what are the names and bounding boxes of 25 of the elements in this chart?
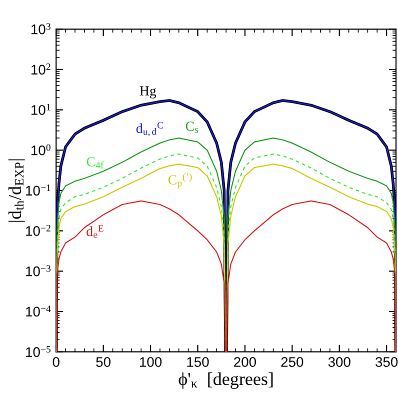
x-axis-title: ϕ'$_{κ}$ [degrees]	[178, 372, 273, 389]
x-tick-label: 250	[281, 357, 304, 367]
y-tick-label: 10$^{0}$	[31, 144, 50, 156]
y-tick-label: 10$^{1}$	[31, 104, 50, 115]
series-label: d$_{u,d}$$^{C}$	[136, 122, 163, 136]
y-tick-label: 10$^{−4}$	[26, 306, 51, 317]
x-tick-label: 100	[140, 357, 162, 367]
y-tick-label: 10$^{−5}$	[26, 346, 51, 358]
x-tick-label: 350	[376, 357, 398, 367]
y-tick-label: 10$^{−1}$	[26, 184, 50, 196]
y-tick-label: 10$^{2}$	[31, 64, 50, 75]
x-tick-label: 150	[187, 357, 209, 367]
series-label: Hg	[140, 86, 156, 98]
x-tick-label: 0	[52, 357, 60, 367]
x-tick-label: 200	[234, 357, 256, 367]
y-axis-title: |d$_{th}$/d$_{EXP}$|	[8, 159, 25, 222]
x-tick-label: 50	[96, 357, 111, 367]
y-tick-label: 10$^{−2}$	[26, 224, 50, 236]
series-label: C$_{s}$	[186, 122, 198, 133]
x-tick-label: 300	[328, 357, 350, 367]
y-tick-label: 10$^{3}$	[31, 23, 50, 34]
series-label: C$_{p}$$^{(’)}$	[168, 173, 192, 188]
series-label: C$_{4f}$	[86, 157, 104, 168]
y-tick-label: 10$^{−3}$	[26, 265, 51, 276]
series-label: d$_{e}$$^{E}$	[86, 225, 104, 238]
